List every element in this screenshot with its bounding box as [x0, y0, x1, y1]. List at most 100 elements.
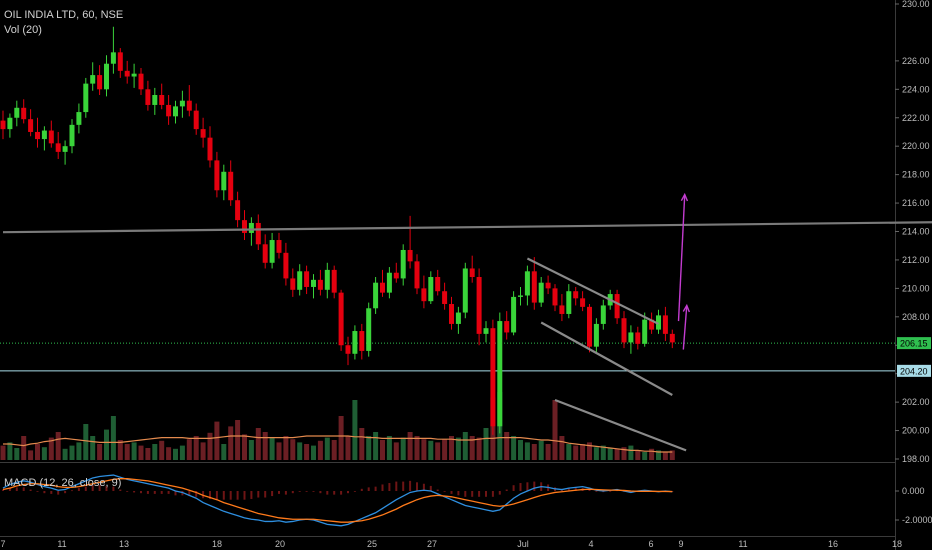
volume-bar	[393, 442, 399, 460]
macd-histogram-bar	[319, 491, 322, 494]
macd-histogram-bar	[284, 491, 287, 495]
candle-body	[662, 315, 668, 334]
candle-body	[580, 298, 586, 307]
volume-bar	[62, 448, 68, 460]
candle-body	[338, 292, 344, 346]
candle-body	[242, 220, 247, 233]
volume-bar	[573, 445, 579, 460]
macd-histogram-bar	[588, 489, 591, 491]
candle-body	[545, 282, 551, 289]
volume-bar	[545, 444, 551, 460]
candle-body	[497, 321, 503, 427]
volume-bar	[255, 428, 261, 460]
volume-bar	[283, 436, 289, 460]
projection-arrow-head	[682, 303, 690, 313]
macd-histogram-bar	[112, 486, 115, 491]
candle-body	[621, 318, 627, 343]
volume-bar	[200, 442, 206, 460]
time-tick-label: 7	[0, 539, 5, 549]
volume-bar	[0, 445, 6, 460]
candle-body	[317, 279, 323, 290]
candle-body	[531, 271, 537, 303]
volume-bar	[324, 437, 330, 460]
candle-body	[90, 75, 96, 84]
volume-channel-line	[554, 398, 687, 452]
macd-histogram-bar	[57, 491, 60, 495]
volume-bar	[131, 442, 137, 460]
macd-histogram-bar	[450, 491, 453, 494]
volume-bar	[566, 444, 572, 460]
time-tick-label: 25	[367, 539, 377, 549]
price-tick-label: 212.00	[902, 255, 930, 265]
candle-body	[193, 110, 199, 130]
time-tick-label: 11	[57, 539, 66, 549]
macd-histogram-bar	[609, 491, 612, 492]
volume-bar	[524, 442, 530, 460]
volume-legend: Vol (20)	[4, 24, 42, 36]
volume-bar	[669, 450, 675, 460]
volume-bar	[138, 445, 144, 460]
volume-bar	[41, 447, 47, 460]
candle-body	[559, 305, 565, 314]
time-tick-label: 11	[738, 539, 747, 549]
macd-histogram-bar	[243, 491, 246, 500]
volume-bar	[538, 440, 544, 460]
candle-body	[228, 171, 234, 201]
price-tick-label: 202.00	[902, 397, 930, 407]
candle-body	[76, 112, 82, 125]
volume-bar	[104, 429, 109, 460]
macd-histogram-bar	[64, 491, 67, 494]
macd-histogram-bar	[395, 481, 398, 491]
candle-body	[69, 124, 75, 147]
candle-body	[407, 249, 413, 262]
macd-histogram-bar	[485, 491, 487, 497]
macd-histogram-bar	[22, 487, 25, 491]
volume-bar	[559, 436, 565, 460]
volume-bar	[462, 432, 468, 460]
macd-histogram-bar	[360, 488, 363, 491]
candle-body	[449, 304, 454, 324]
candle-body	[600, 305, 606, 324]
candle-body	[587, 306, 592, 347]
volume-bar	[469, 436, 475, 460]
macd-histogram-bar	[236, 491, 239, 500]
candle-body	[573, 291, 579, 299]
volume-bar	[290, 439, 296, 460]
candle-body	[511, 296, 517, 333]
macd-histogram-bar	[15, 487, 18, 491]
candle-body	[110, 52, 116, 64]
volume-bar	[7, 442, 13, 460]
candle-body	[421, 288, 427, 302]
price-tick-label: 216.00	[902, 198, 930, 208]
volume-bar	[69, 445, 75, 460]
macd-histogram-bar	[29, 489, 32, 491]
macd-line	[2, 474, 673, 527]
candle-body	[566, 291, 572, 314]
macd-histogram-bar	[174, 491, 177, 496]
macd-histogram-bar	[229, 491, 232, 500]
candle-body	[669, 333, 675, 343]
macd-histogram-bar	[443, 491, 446, 492]
candle-body	[159, 95, 165, 105]
price-tick-label: 198.00	[902, 454, 930, 464]
candle-body	[55, 143, 61, 152]
candle-body	[269, 240, 275, 263]
volume-bar	[628, 445, 634, 460]
candle-body	[428, 277, 434, 302]
macd-histogram-bar	[333, 491, 336, 495]
candle-body	[297, 271, 303, 290]
macd-histogram-bar	[105, 485, 108, 491]
macd-histogram-bar	[512, 485, 515, 491]
volume-bar	[55, 432, 61, 460]
candle-body	[276, 240, 282, 253]
macd-histogram-bar	[526, 482, 529, 491]
volume-bar	[476, 437, 482, 460]
time-tick-label: 20	[275, 539, 285, 549]
volume-bar	[159, 440, 165, 460]
volume-bar	[338, 416, 344, 460]
price-label-text: 206.15	[900, 339, 928, 349]
volume-ma-line	[3, 435, 673, 453]
candle-body	[124, 70, 130, 77]
candle-body	[35, 131, 40, 140]
